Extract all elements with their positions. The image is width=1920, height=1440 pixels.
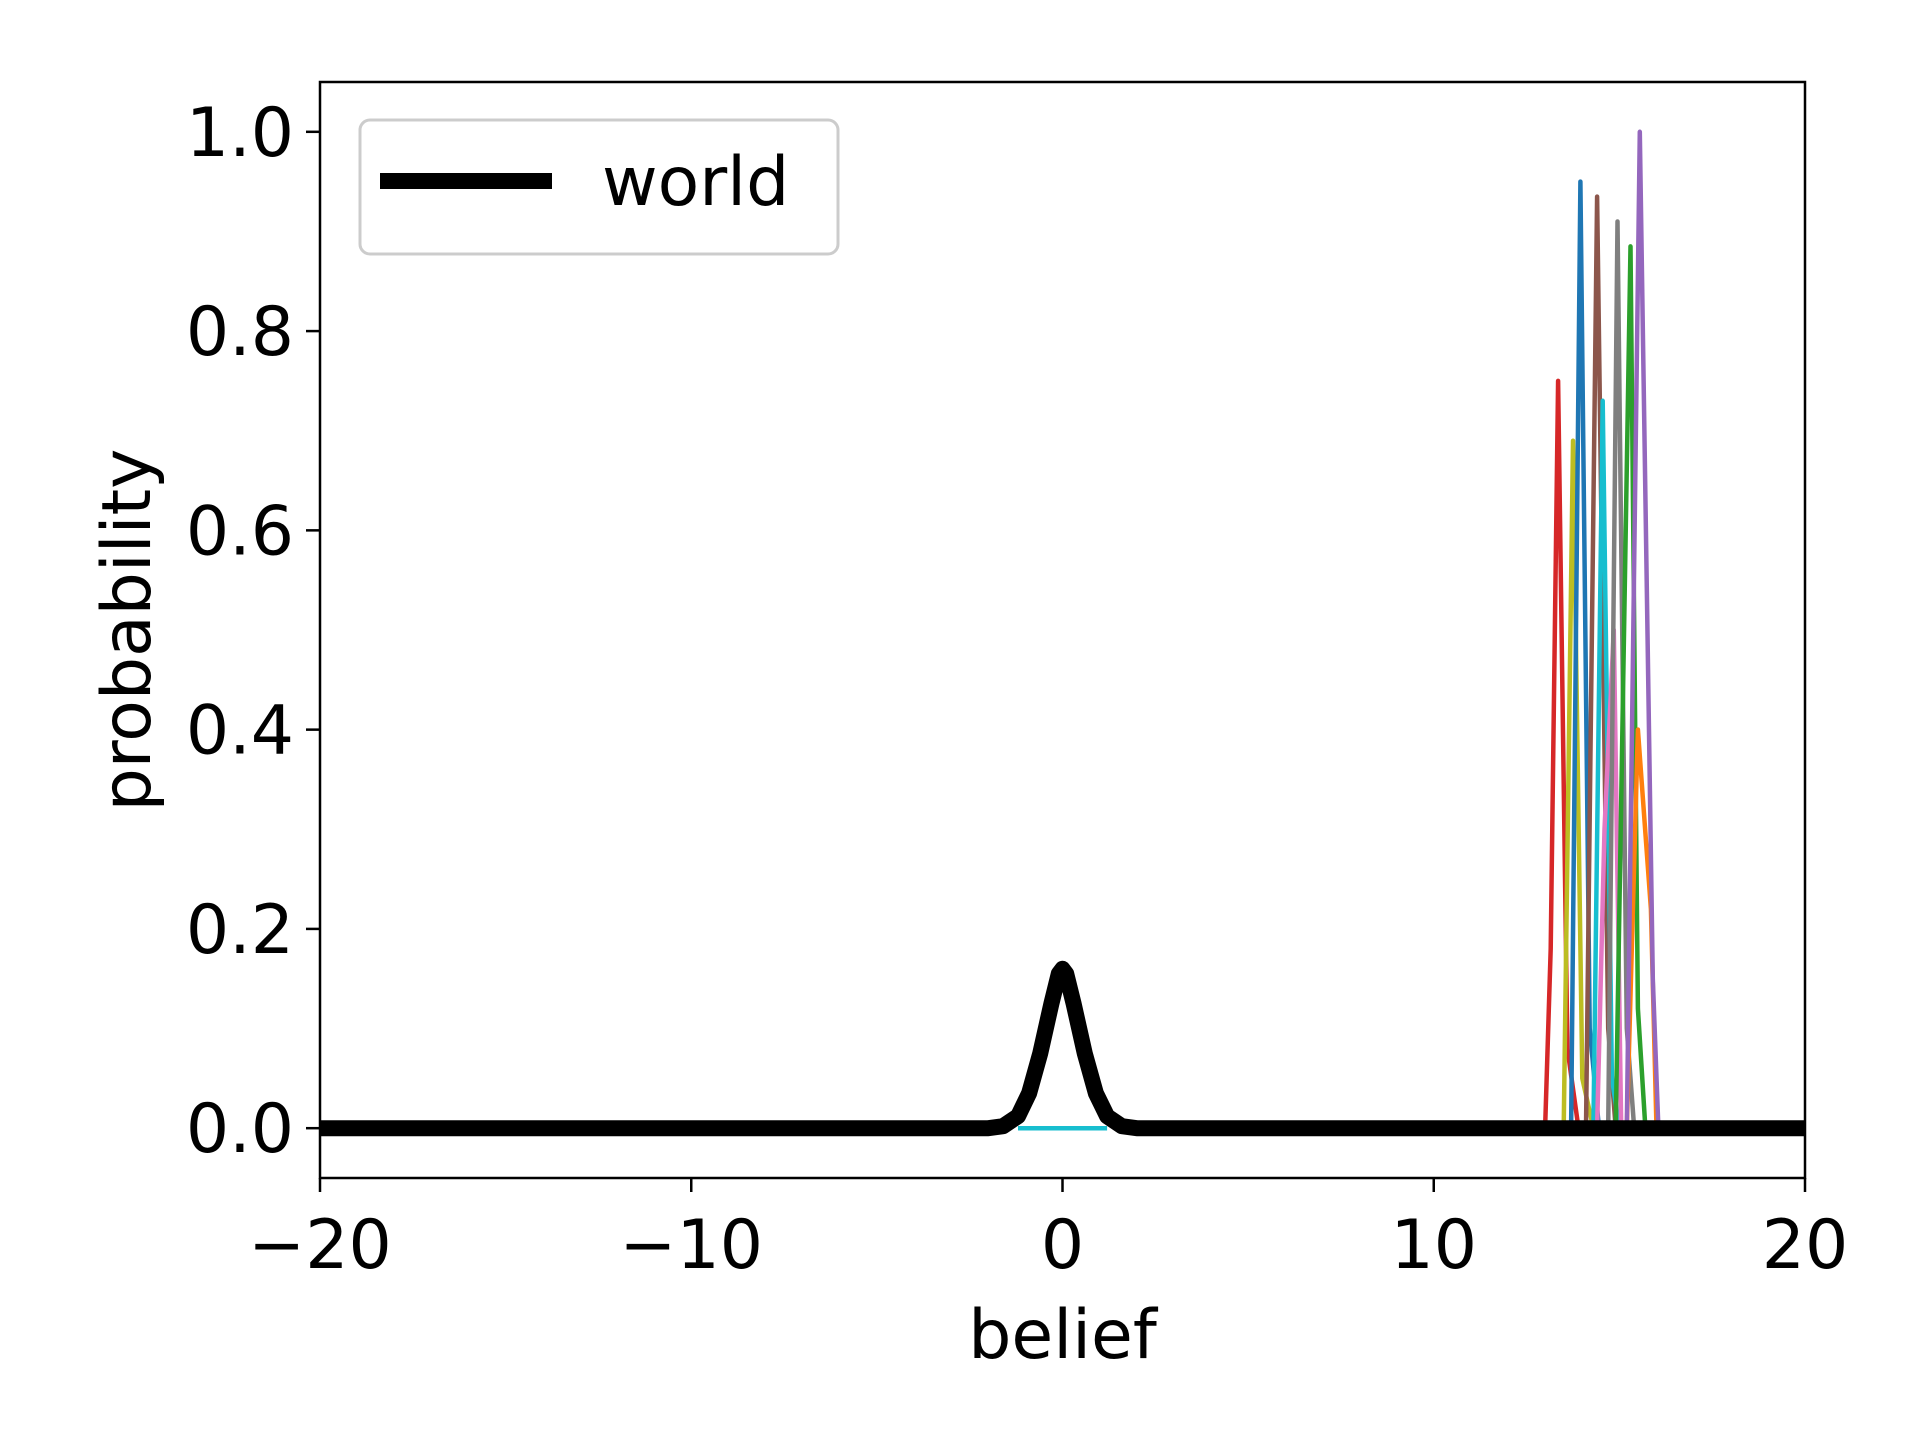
plot-lines bbox=[320, 129, 1805, 1137]
series-line-7 bbox=[1594, 627, 1624, 1129]
y-tick-label: 0.4 bbox=[186, 692, 294, 771]
x-tick-label: 10 bbox=[1390, 1206, 1477, 1285]
x-axis: −20 −10 0 10 20 bbox=[248, 1178, 1848, 1285]
x-tick-label: −10 bbox=[619, 1206, 763, 1285]
legend-label-world: world bbox=[602, 143, 789, 222]
x-tick-label: 20 bbox=[1762, 1206, 1849, 1285]
series-line-11 bbox=[1624, 129, 1661, 1129]
y-tick-label: 0.0 bbox=[186, 1090, 294, 1169]
y-tick-label: 1.0 bbox=[186, 94, 294, 173]
legend-box bbox=[358, 118, 840, 256]
x-tick-label: −20 bbox=[248, 1206, 392, 1285]
y-tick-label: 0.8 bbox=[186, 293, 294, 372]
y-axis-label: probability bbox=[88, 449, 167, 812]
y-axis: 0.0 0.2 0.4 0.6 0.8 1.0 bbox=[186, 94, 320, 1169]
x-tick-label: 0 bbox=[1041, 1206, 1084, 1285]
y-tick-label: 0.2 bbox=[186, 891, 294, 970]
series-line-world bbox=[320, 960, 1805, 1137]
y-tick-label: 0.6 bbox=[186, 492, 294, 571]
legend: world bbox=[358, 118, 840, 256]
x-axis-label: belief bbox=[968, 1296, 1159, 1375]
